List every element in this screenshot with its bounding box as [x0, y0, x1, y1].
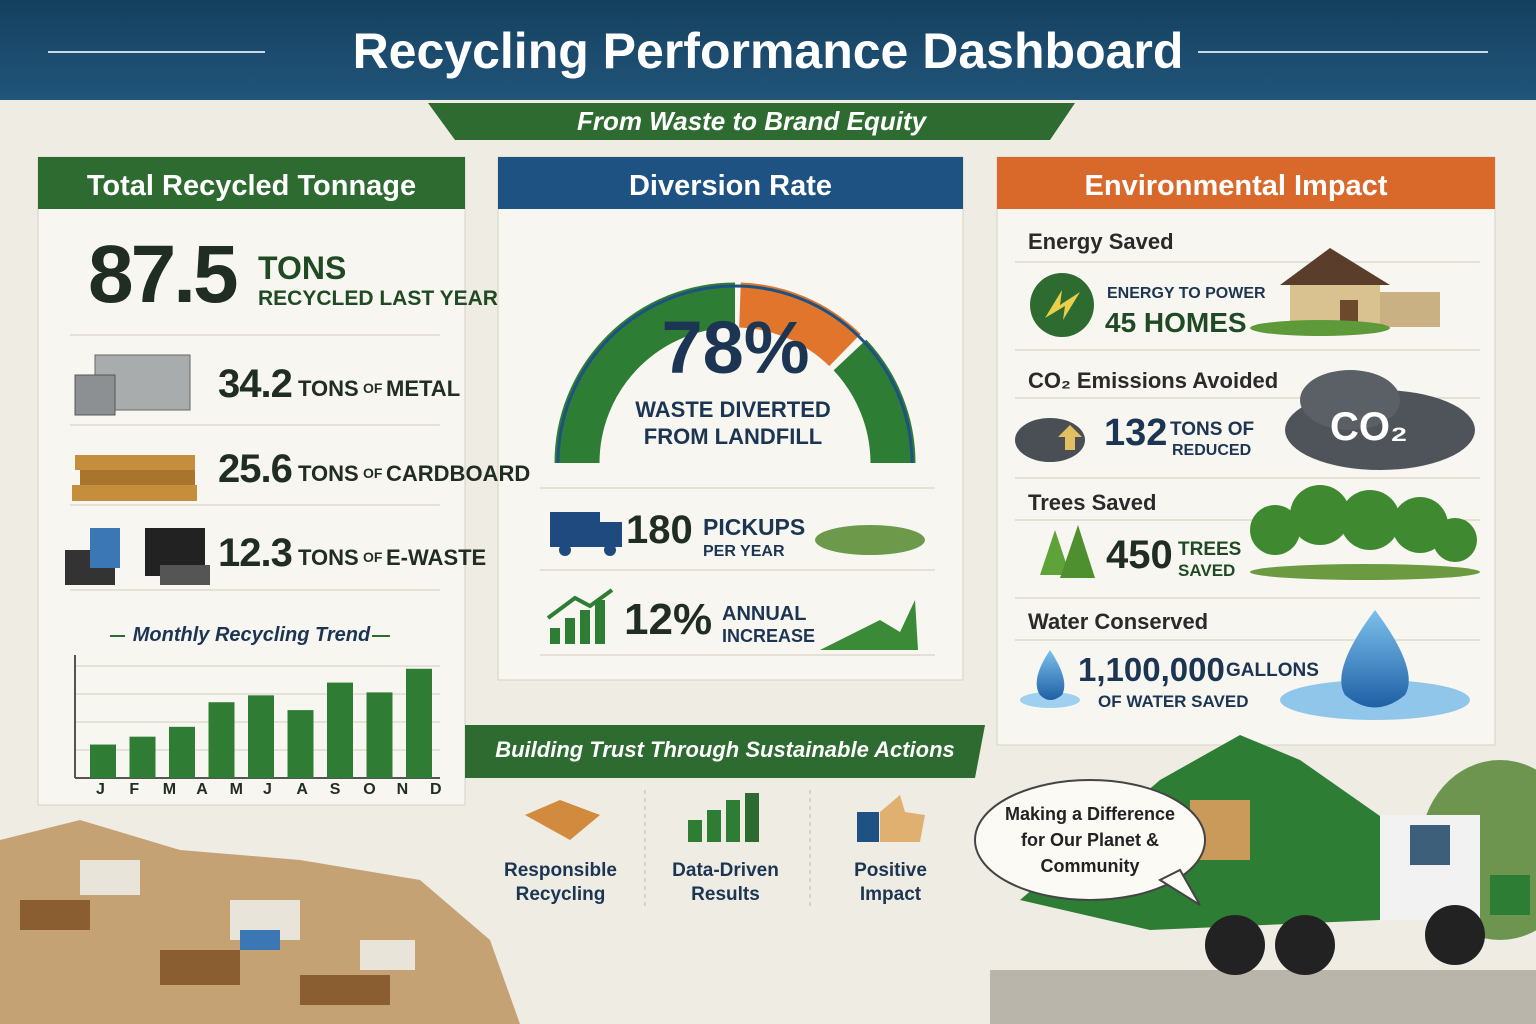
month-label: N — [396, 781, 409, 798]
material-of: OF — [363, 549, 383, 565]
stat-value: 180 — [626, 508, 693, 552]
impact-line: REDUCED — [1172, 442, 1252, 459]
diversion-rate: 78% — [661, 306, 810, 389]
impact-heading: Trees Saved — [1028, 490, 1157, 515]
trend-bar — [287, 710, 314, 778]
diversion-caption: WASTE DIVERTED — [635, 397, 831, 422]
stat-value: 12% — [624, 595, 713, 644]
impact-value: 450 — [1106, 533, 1173, 577]
dashboard-subtitle: From Waste to Brand Equity — [576, 106, 927, 136]
trend-bar — [129, 736, 156, 778]
stat-sub: INCREASE — [722, 626, 816, 646]
callout-text: Community — [1040, 856, 1140, 876]
month-label: A — [196, 781, 208, 798]
material-value: 12.3 — [218, 531, 293, 575]
material-of: OF — [363, 465, 383, 481]
trend-bar — [366, 692, 393, 778]
panel-title: Diversion Rate — [628, 170, 833, 202]
diversion-caption: FROM LANDFILL — [643, 424, 823, 449]
stat-label: ANNUAL — [722, 603, 807, 625]
impact-heading: Water Conserved — [1028, 609, 1209, 634]
panel-title: Total Recycled Tonnage — [86, 170, 417, 202]
trust-label: Positive — [854, 860, 927, 881]
total-tons: 87.5 — [88, 229, 239, 320]
dashboard-title: Recycling Performance Dashboard — [352, 23, 1184, 79]
impact-value: 1,100,000 — [1078, 651, 1225, 688]
month-label: D — [430, 781, 442, 798]
impact-line: GALLONS — [1226, 660, 1319, 681]
month-label: M — [229, 781, 243, 798]
month-label: J — [96, 781, 105, 798]
impact-line: SAVED — [1178, 561, 1236, 580]
month-label: S — [329, 781, 341, 798]
trend-bar — [248, 695, 274, 778]
total-caption: RECYCLED LAST YEAR — [258, 287, 498, 310]
impact-heading: Energy Saved — [1028, 229, 1174, 254]
month-label: M — [162, 781, 177, 798]
trend-bar — [169, 726, 195, 778]
co2-icon-label: CO₂ — [1330, 405, 1408, 449]
trend-title: Monthly Recycling Trend — [132, 624, 371, 646]
month-label: F — [129, 781, 140, 798]
stat-label: PICKUPS — [703, 514, 806, 540]
stat-sub: PER YEAR — [703, 543, 785, 560]
trust-label: Impact — [859, 884, 922, 905]
material-name: E-WASTE — [386, 545, 487, 570]
impact-line: TREES — [1178, 539, 1242, 560]
panel-title: Environmental Impact — [1084, 170, 1388, 202]
impact-line: ENERGY TO POWER — [1107, 285, 1266, 302]
impact-heading: CO₂ Emissions Avoided — [1028, 368, 1279, 393]
material-name: CARDBOARD — [386, 461, 531, 486]
material-unit: TONS — [298, 461, 359, 486]
impact-value: 132 — [1104, 412, 1168, 454]
trust-label: Results — [691, 884, 760, 905]
trust-label: Data-Driven — [672, 860, 779, 881]
trend-bar — [90, 744, 116, 778]
trend-bar — [406, 668, 432, 778]
impact-line: 45 HOMES — [1105, 307, 1247, 338]
trust-label: Recycling — [515, 884, 606, 905]
material-name: METAL — [386, 376, 461, 401]
impact-line: TONS OF — [1170, 419, 1255, 440]
month-label: O — [363, 781, 376, 798]
trend-bar — [327, 682, 353, 778]
callout-text: for Our Planet & — [1020, 830, 1159, 850]
month-label: J — [263, 781, 272, 798]
impact-line: OF WATER SAVED — [1098, 692, 1249, 711]
material-value: 25.6 — [218, 447, 293, 491]
trend-bar — [208, 702, 235, 778]
material-value: 34.2 — [218, 362, 293, 406]
material-unit: TONS — [298, 545, 359, 570]
callout-text: Making a Difference — [1004, 804, 1176, 824]
material-of: OF — [363, 380, 383, 396]
material-unit: TONS — [298, 376, 359, 401]
month-label: A — [296, 781, 308, 798]
total-unit: TONS — [258, 250, 347, 286]
trust-label: Responsible — [504, 860, 617, 881]
trust-title: Building Trust Through Sustainable Actio… — [495, 737, 955, 762]
